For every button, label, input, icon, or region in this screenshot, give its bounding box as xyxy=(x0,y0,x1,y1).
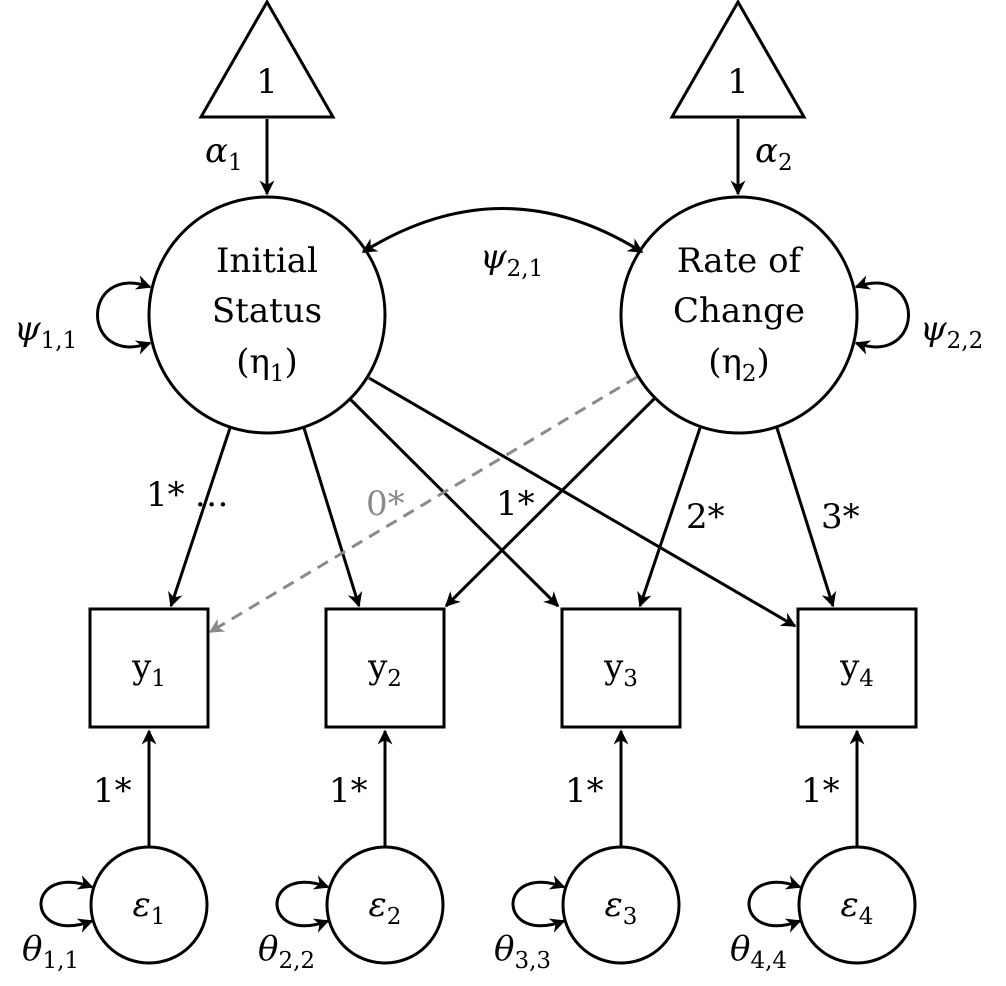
error-1-symbol: ε1 xyxy=(133,885,166,930)
slope-loading-2-label: 2* xyxy=(686,497,725,537)
error-3-loading-label: 1* xyxy=(565,771,604,811)
observed-y3 xyxy=(560,607,682,729)
intercept-line-gap xyxy=(190,470,196,526)
theta-11-loop xyxy=(39,875,94,933)
intercept-loading-y4 xyxy=(368,376,797,628)
initial-status-eta: (η1) xyxy=(236,342,298,387)
alpha-2-label: α2 xyxy=(755,131,793,176)
observed-y3-label: y3 xyxy=(603,647,638,692)
psi-21-label: ψ2,1 xyxy=(480,237,543,282)
observed-y4-label: y4 xyxy=(839,647,874,692)
error-2-symbol: ε2 xyxy=(369,885,402,930)
intercept-triangle-2-label: 1 xyxy=(727,62,749,102)
observed-y2-label: y2 xyxy=(367,647,402,692)
psi-22-loop xyxy=(854,275,910,355)
error-2-loading-label: 1* xyxy=(329,771,368,811)
psi-22-label: ψ2,2 xyxy=(920,309,983,354)
intercept-loading-y3 xyxy=(347,396,560,608)
psi-21-covariance-arc xyxy=(361,207,644,254)
observed-y1-label: y1 xyxy=(131,647,166,692)
observed-y2 xyxy=(324,607,446,729)
intercept-loading-y1 xyxy=(168,427,232,608)
error-4-loading-label: 1* xyxy=(801,771,840,811)
theta-33-label: θ3,3 xyxy=(494,929,551,974)
rate-of-change-eta: (η2) xyxy=(708,342,770,387)
intercept-loading-y2 xyxy=(302,427,363,608)
intercept-triangle-2 xyxy=(669,0,807,119)
slope-loading-y1 xyxy=(208,375,638,634)
initial-status-line2: Status xyxy=(212,291,322,331)
psi-11-label: ψ1,1 xyxy=(14,309,77,354)
theta-44-loop xyxy=(747,875,802,933)
theta-44-label: θ4,4 xyxy=(730,929,787,974)
theta-11-label: θ1,1 xyxy=(22,929,79,974)
initial-status-line1: Initial xyxy=(216,241,318,281)
intercept-loading-label: 1*… xyxy=(146,475,229,515)
intercept-triangle-1-label: 1 xyxy=(256,62,278,102)
rate-of-change-line1: Rate of xyxy=(677,241,804,281)
slope-loading-y4 xyxy=(775,427,837,608)
error-4-symbol: ε4 xyxy=(841,885,874,930)
observed-y1 xyxy=(88,607,210,729)
observed-y4 xyxy=(796,607,918,729)
slope-loading-y3 xyxy=(637,427,702,608)
slope-loading-1-label: 1* xyxy=(496,484,535,524)
intercept-triangle-1 xyxy=(198,0,336,119)
theta-22-loop xyxy=(275,875,330,933)
slope-loading-3-label: 3* xyxy=(821,497,860,537)
error-3-symbol: ε3 xyxy=(605,885,638,930)
theta-22-label: θ2,2 xyxy=(258,929,315,974)
psi-11-loop xyxy=(96,275,152,355)
slope-loading-0-label: 0* xyxy=(366,484,405,524)
alpha-1-label: α1 xyxy=(205,131,243,176)
error-1-loading-label: 1* xyxy=(93,771,132,811)
slope-loading-y2 xyxy=(444,396,657,608)
rate-of-change-line2: Change xyxy=(673,291,805,331)
theta-33-loop xyxy=(511,875,566,933)
